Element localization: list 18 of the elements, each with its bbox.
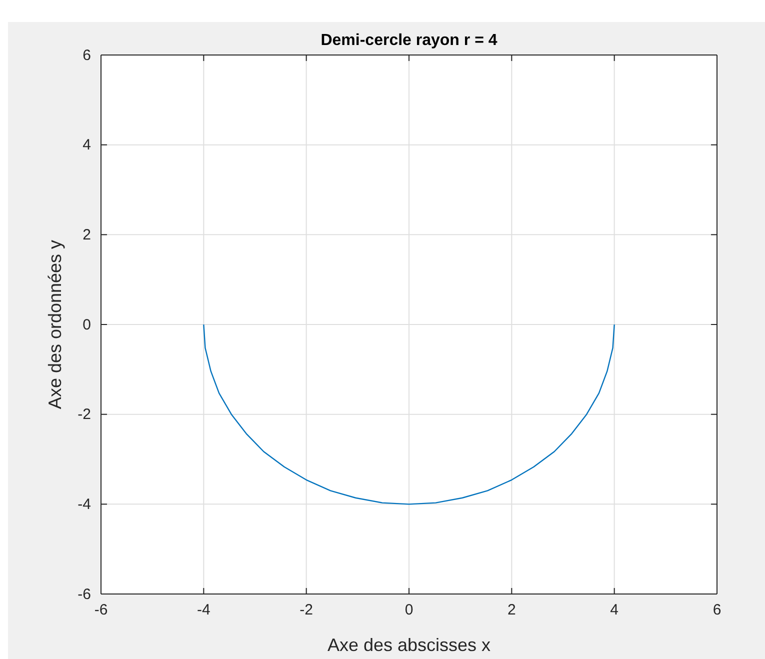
y-axis-title: Axe des ordonnées y: [45, 240, 65, 410]
y-tick-label: -2: [78, 406, 91, 424]
x-tick-label: 6: [712, 602, 722, 619]
x-tick-label: 0: [404, 602, 414, 619]
y-tick-label: 0: [82, 316, 91, 334]
x-tick-label: -2: [300, 602, 314, 619]
line-series: [203, 324, 615, 505]
y-tick-label: -4: [78, 496, 91, 513]
chart-title: Demi-cercle rayon r = 4: [320, 32, 498, 49]
y-tick-label: 6: [82, 46, 91, 64]
y-tick-label: -6: [78, 586, 91, 603]
x-tick-label: -4: [196, 602, 210, 619]
x-tick-label: 2: [507, 602, 516, 619]
x-tick-label: -6: [94, 602, 108, 619]
x-tick-label: 4: [610, 602, 619, 619]
x-axis-title: Axe des abscisses x: [327, 635, 491, 655]
y-tick-label: 2: [82, 226, 91, 244]
y-tick-label: 4: [82, 136, 91, 154]
